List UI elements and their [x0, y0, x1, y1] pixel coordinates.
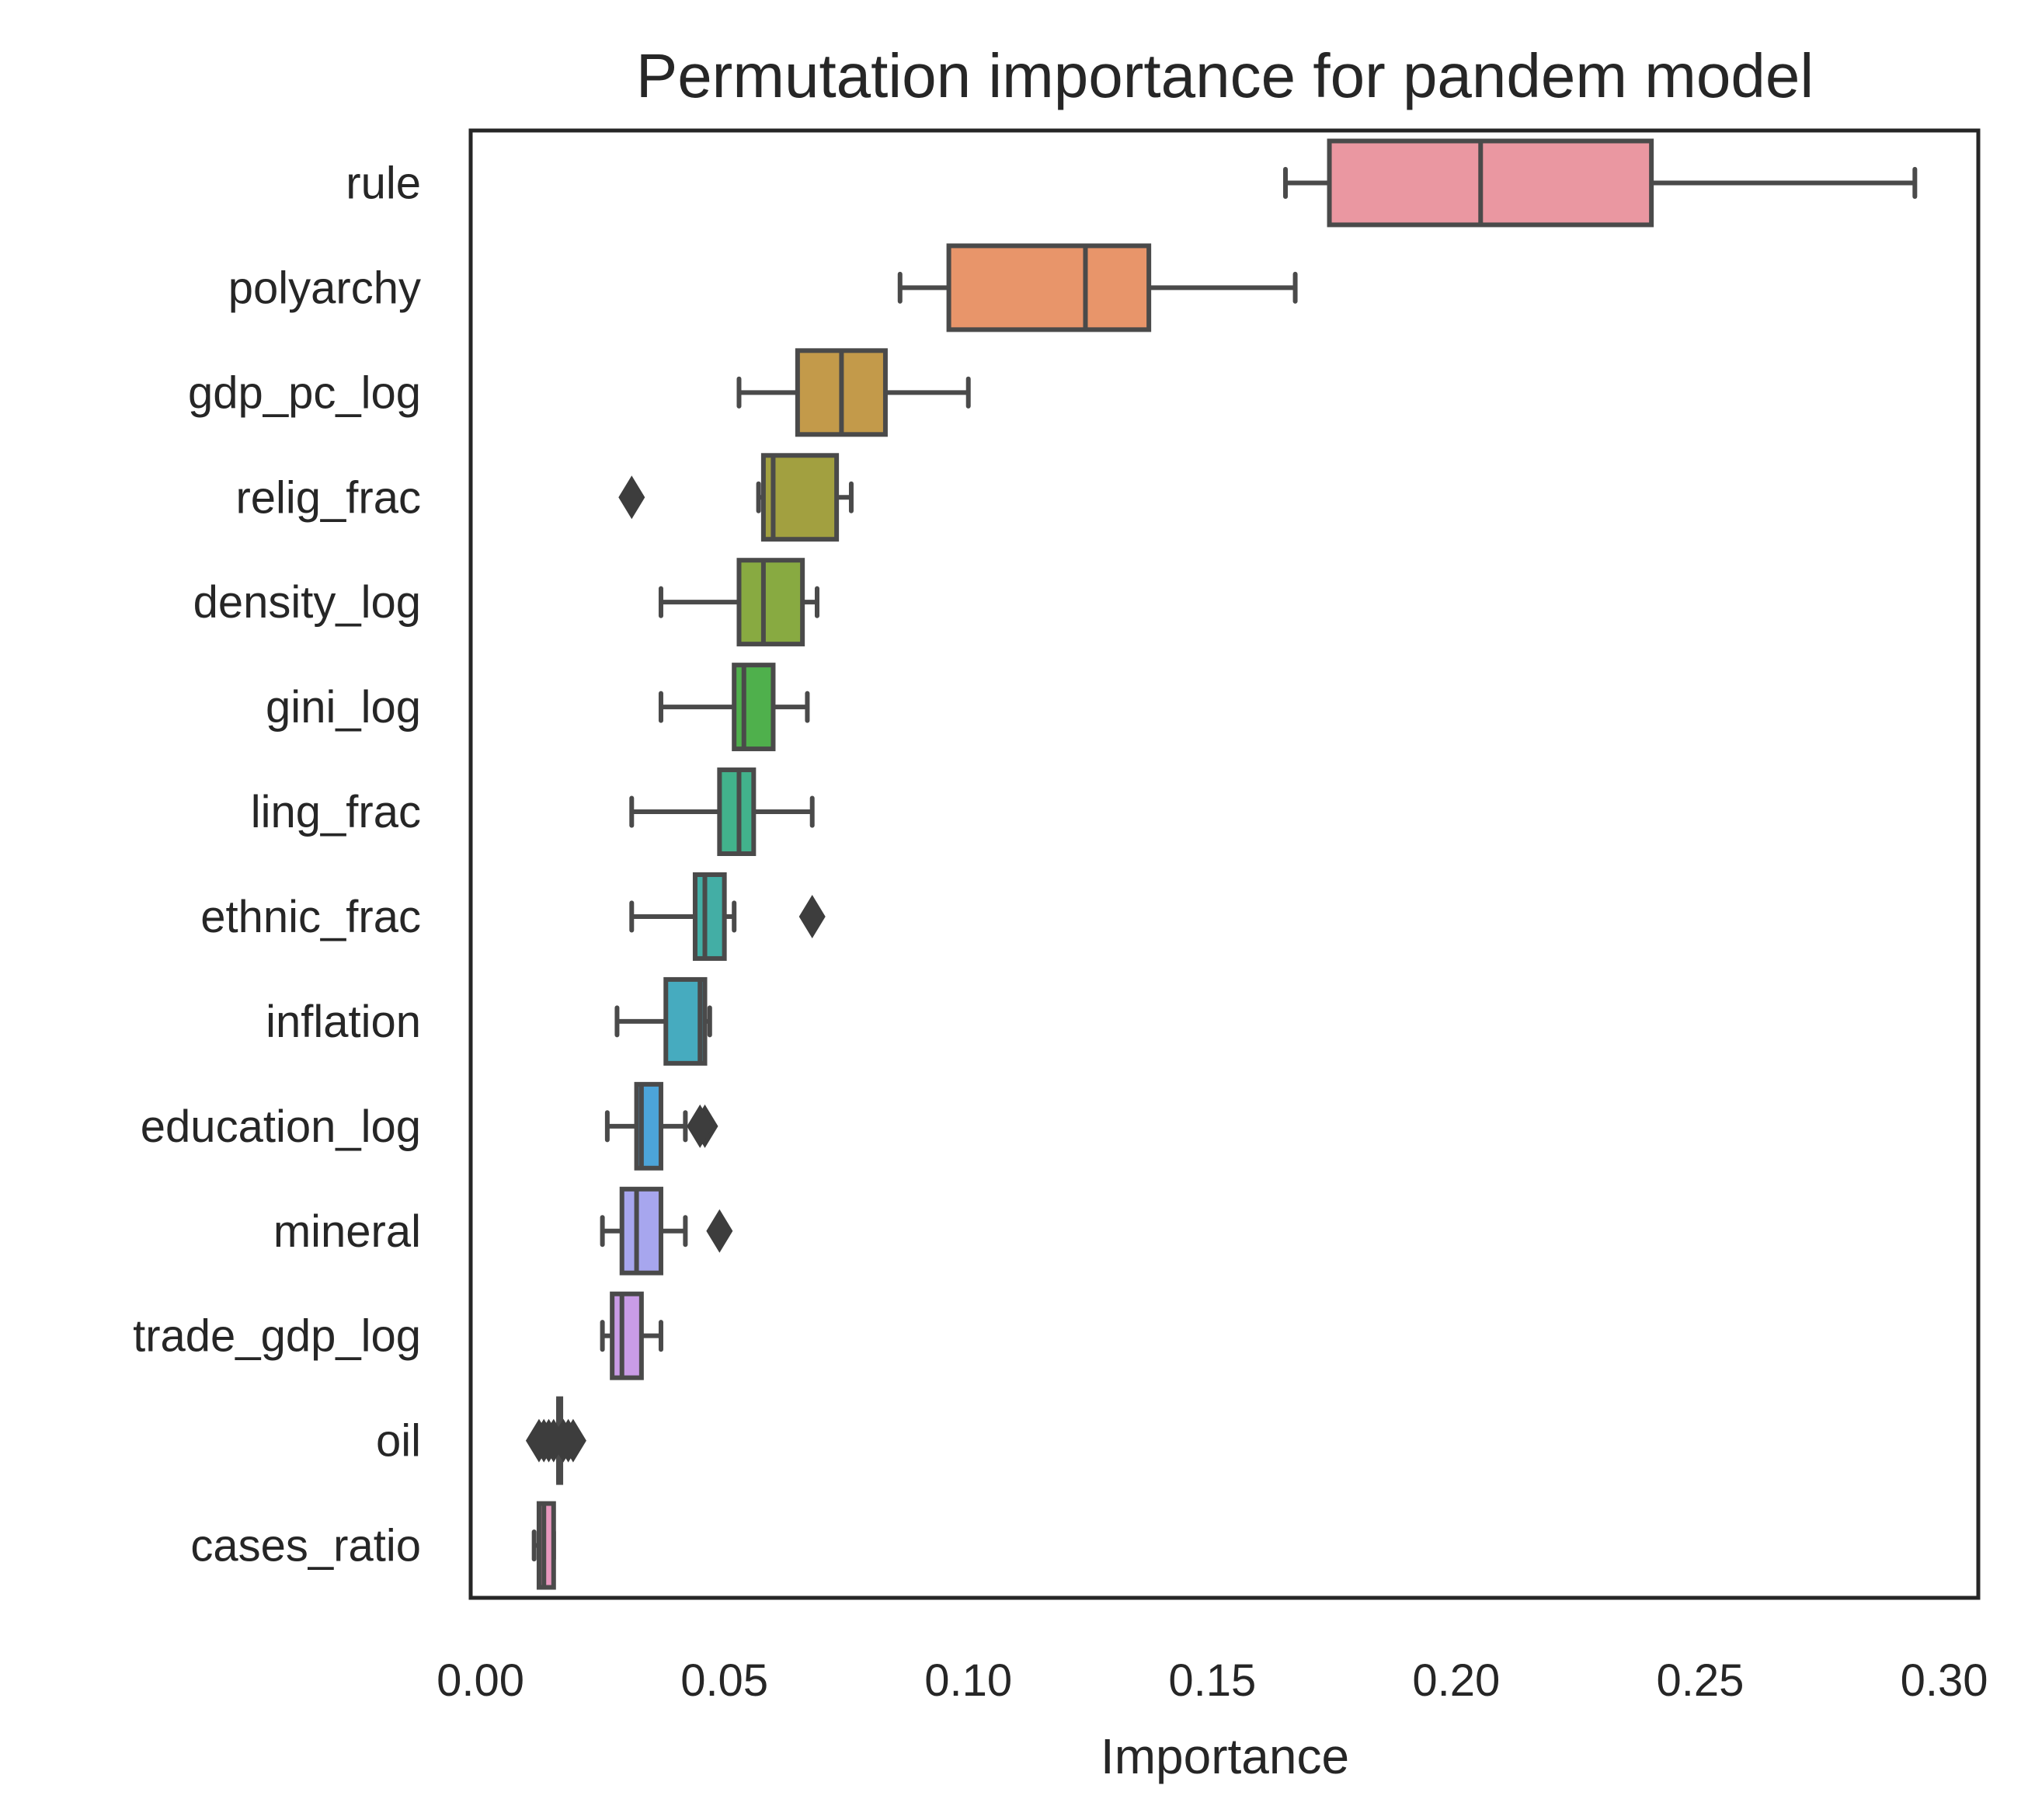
- x-axis-ticks: 0.00 0.05 0.10 0.15 0.20 0.25 0.30: [437, 1655, 1988, 1706]
- boxes-layer: [525, 138, 1918, 1590]
- iqr-box: [717, 767, 757, 857]
- box-education-log: [604, 1081, 718, 1171]
- x-tick-label: 0.15: [1168, 1655, 1256, 1706]
- box-gdp-pc-log: [736, 348, 971, 437]
- chart-title: Permutation importance for pandem model: [636, 41, 1814, 110]
- x-axis-label: Importance: [1101, 1728, 1349, 1784]
- box-gini-log: [658, 663, 810, 752]
- iqr-box: [619, 1186, 663, 1275]
- box-trade-gdp-log: [600, 1291, 663, 1380]
- y-tick-label: cases_ratio: [190, 1521, 421, 1571]
- x-tick-label: 0.20: [1412, 1655, 1500, 1706]
- iqr-box: [536, 1501, 556, 1590]
- box-oil: [525, 1396, 586, 1485]
- iqr-box: [760, 453, 840, 542]
- y-tick-label: gini_log: [266, 682, 421, 733]
- box-cases-ratio: [531, 1501, 556, 1590]
- y-tick-label: rule: [346, 158, 421, 208]
- iqr-box: [692, 872, 727, 961]
- x-tick-label: 0.10: [924, 1655, 1012, 1706]
- box-ethnic-frac: [629, 872, 826, 961]
- y-tick-label: oil: [376, 1416, 421, 1467]
- y-tick-label: polyarchy: [228, 263, 421, 313]
- iqr-box: [1327, 138, 1654, 228]
- y-tick-label: trade_gdp_log: [133, 1311, 421, 1362]
- y-tick-label: density_log: [193, 577, 421, 628]
- y-axis-labels: rule polyarchy gdp_pc_log relig_fracdensity…: [133, 158, 421, 1571]
- box-rule: [1283, 138, 1918, 228]
- y-tick-label: ethnic_frac: [200, 892, 421, 942]
- y-tick-label: ling_frac: [251, 787, 421, 837]
- y-tick-label: mineral: [273, 1206, 421, 1257]
- box-mineral: [600, 1186, 733, 1275]
- box-inflation: [614, 976, 712, 1066]
- box-polyarchy: [897, 243, 1298, 332]
- outlier-point: [559, 1418, 586, 1463]
- iqr-box: [946, 243, 1152, 332]
- x-tick-label: 0.00: [437, 1655, 524, 1706]
- box-ling-frac: [629, 767, 815, 857]
- box-relig-frac: [618, 453, 854, 542]
- x-tick-label: 0.25: [1657, 1655, 1744, 1706]
- x-tick-label: 0.05: [680, 1655, 768, 1706]
- y-tick-label: inflation: [266, 997, 421, 1047]
- outlier-point: [706, 1209, 733, 1253]
- x-tick-label: 0.30: [1901, 1655, 1988, 1706]
- y-tick-label: education_log: [141, 1101, 421, 1152]
- outlier-point: [687, 1104, 714, 1148]
- iqr-box: [732, 663, 776, 752]
- y-tick-label: relig_frac: [235, 472, 421, 523]
- outlier-point: [798, 894, 826, 938]
- y-tick-label: gdp_pc_log: [188, 367, 421, 418]
- outlier-point: [618, 475, 645, 520]
- iqr-box: [610, 1291, 644, 1380]
- box-density-log: [658, 558, 819, 647]
- iqr-box: [736, 558, 805, 647]
- plot-frame: [468, 128, 1981, 1600]
